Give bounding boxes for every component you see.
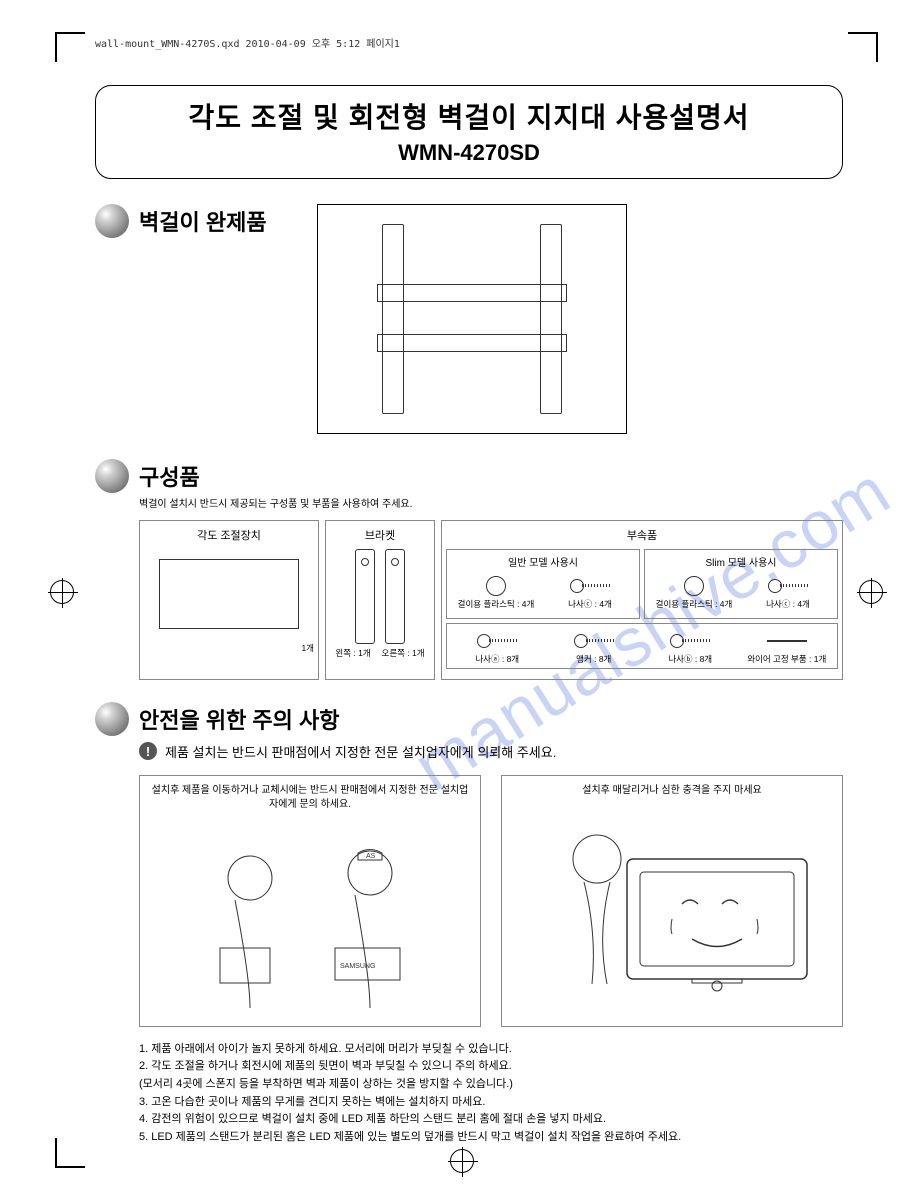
- safety-notice-text: 제품 설치는 반드시 판매점에서 지정한 전문 설치업자에게 의뢰해 주세요.: [165, 742, 556, 761]
- accessory-group-title: Slim 모델 사용시: [649, 554, 833, 569]
- registration-mark: [450, 1149, 474, 1173]
- angle-device-diagram: [154, 549, 304, 639]
- file-header: wall-mount_WMN-4270S.qxd 2010-04-09 오후 5…: [95, 35, 400, 50]
- accessory-name: 나사ⓑ : 8개: [644, 654, 737, 664]
- section-title: 구성품: [139, 460, 200, 492]
- anchor-icon: [574, 637, 614, 645]
- safety-note: 1. 제품 아래에서 아이가 놀지 못하게 하세요. 모서리에 머리가 부딪칠 …: [139, 1041, 843, 1059]
- safety-note: 3. 고온 다습한 곳이나 제품의 무게를 견디지 못하는 벽에는 설치하지 마…: [139, 1094, 843, 1112]
- accessory-name: 앵커 : 8개: [548, 654, 641, 664]
- registration-mark: [50, 580, 74, 604]
- product-section: 벽걸이 완제품: [95, 204, 843, 434]
- crop-mark: [55, 1138, 85, 1168]
- crop-mark: [55, 32, 85, 62]
- section-subtitle: 벽걸이 설치시 반드시 제공되는 구성품 및 부품을 사용하여 주세요.: [139, 495, 843, 510]
- accessory-name: 걸이용 플라스틱 : 4개: [649, 599, 739, 609]
- sphere-bullet-icon: [95, 204, 129, 238]
- plastic-hook-icon: [486, 576, 506, 596]
- safety-notes-list: 1. 제품 아래에서 아이가 놀지 못하게 하세요. 모서리에 머리가 부딪칠 …: [139, 1041, 843, 1147]
- accessory-name: 와이어 고정 부품 : 1개: [741, 654, 834, 664]
- sphere-bullet-icon: [95, 459, 129, 493]
- accessory-name: 나사ⓒ : 4개: [743, 599, 833, 609]
- accessory-group-slim: Slim 모델 사용시 걸이용 플라스틱 : 4개 나사ⓒ : 4개: [644, 549, 838, 618]
- accessory-name: 나사ⓐ : 8개: [451, 654, 544, 664]
- component-accessories: 부속품 일반 모델 사용시 걸이용 플라스틱 : 4개 나사ⓒ : 4개: [441, 520, 843, 679]
- product-diagram: [317, 204, 627, 434]
- sphere-bullet-icon: [95, 702, 129, 736]
- component-angle-device: 각도 조절장치 1개: [139, 520, 319, 679]
- bracket-diagram: [385, 549, 405, 644]
- component-label: 부속품: [446, 527, 838, 543]
- component-qty: 오른쪽 : 1개: [382, 648, 425, 658]
- svg-text:AS: AS: [366, 853, 376, 860]
- section-title: 벽걸이 완제품: [139, 205, 267, 237]
- safety-note: 4. 감전의 위험이 있으므로 벽걸이 설치 중에 LED 제품 하단의 스탠드…: [139, 1111, 843, 1129]
- wire-icon: [767, 640, 807, 642]
- screw-icon: [570, 582, 610, 590]
- screw-icon: [768, 582, 808, 590]
- safety-note: (모서리 4곳에 스폰지 등을 부착하면 벽과 제품이 상하는 것을 방지할 수…: [139, 1076, 843, 1094]
- svg-text:SAMSUNG: SAMSUNG: [340, 963, 375, 970]
- warning-box: 설치후 제품을 이동하거나 교체시에는 반드시 판매점에서 지정한 전문 설치업…: [139, 775, 481, 1027]
- components-section: 구성품 벽걸이 설치시 반드시 제공되는 구성품 및 부품을 사용하여 주세요.…: [95, 459, 843, 679]
- crop-mark: [848, 32, 878, 62]
- warning-illustration: AS SAMSUNG: [148, 818, 472, 1018]
- component-qty: 1개: [144, 643, 314, 653]
- warning-box: 설치후 매달리거나 심한 충격을 주지 마세요: [501, 775, 843, 1027]
- plastic-hook-icon: [684, 576, 704, 596]
- registration-mark: [859, 580, 883, 604]
- exclamation-icon: !: [139, 742, 157, 760]
- component-qty: 왼쪽 : 1개: [335, 648, 370, 658]
- component-label: 브라켓: [330, 527, 430, 543]
- accessory-name: 걸이용 플라스틱 : 4개: [451, 599, 541, 609]
- screw-icon: [670, 637, 710, 645]
- accessory-group-title: 일반 모델 사용시: [451, 554, 635, 569]
- safety-section: 안전을 위한 주의 사항 ! 제품 설치는 반드시 판매점에서 지정한 전문 설…: [95, 702, 843, 1147]
- accessory-name: 나사ⓒ : 4개: [545, 599, 635, 609]
- warning-caption: 설치후 제품을 이동하거나 교체시에는 반드시 판매점에서 지정한 전문 설치업…: [148, 784, 472, 812]
- screw-icon: [477, 637, 517, 645]
- warning-caption: 설치후 매달리거나 심한 충격을 주지 마세요: [510, 784, 834, 798]
- title-model: WMN-4270SD: [116, 140, 822, 166]
- title-main: 각도 조절 및 회전형 벽걸이 지지대 사용설명서: [116, 100, 822, 136]
- safety-note: 2. 각도 조절을 하거나 회전시에 제품의 뒷면이 벽과 부딪칠 수 있으니 …: [139, 1058, 843, 1076]
- accessory-group-general: 일반 모델 사용시 걸이용 플라스틱 : 4개 나사ⓒ : 4개: [446, 549, 640, 618]
- warning-illustration: [510, 804, 834, 1004]
- component-label: 각도 조절장치: [144, 527, 314, 543]
- section-title: 안전을 위한 주의 사항: [139, 703, 340, 735]
- component-bracket: 브라켓 왼쪽 : 1개 오른쪽 : 1개: [325, 520, 435, 679]
- bracket-diagram: [355, 549, 375, 644]
- title-box: 각도 조절 및 회전형 벽걸이 지지대 사용설명서 WMN-4270SD: [95, 85, 843, 179]
- safety-note: 5. LED 제품의 스탠드가 분리된 홈은 LED 제품에 있는 별도의 덮개…: [139, 1129, 843, 1147]
